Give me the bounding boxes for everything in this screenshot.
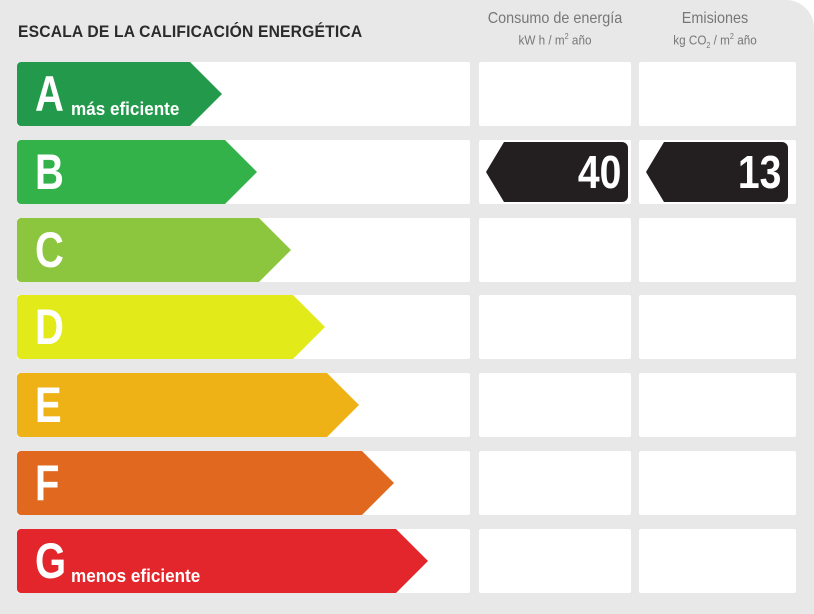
- emisiones-cell: [639, 218, 796, 282]
- consumo-cell: [479, 451, 631, 515]
- emisiones-cell: [639, 62, 796, 126]
- rating-arrow-d: D: [17, 295, 325, 359]
- rating-arrow-f: F: [17, 451, 394, 515]
- consumo-cell: [479, 295, 631, 359]
- rating-arrow-b: B: [17, 140, 257, 204]
- rating-arrow-c: C: [17, 218, 291, 282]
- consumo-cell: [479, 373, 631, 437]
- consumo-header: Consumo de energía kW h / m2 año: [475, 10, 635, 47]
- emisiones-value: 13: [737, 146, 782, 198]
- consumo-value-marker: 40: [486, 142, 628, 202]
- rating-letter: B: [35, 144, 64, 200]
- emisiones-unit: kg CO2 / m2 año: [673, 32, 757, 50]
- emisiones-cell: [639, 373, 796, 437]
- consumo-unit: kW h / m2 año: [518, 32, 592, 48]
- rating-letter: F: [35, 455, 60, 511]
- emisiones-cell: [639, 451, 796, 515]
- rating-letter: G: [35, 533, 67, 589]
- consumo-cell: [479, 62, 631, 126]
- emisiones-header: Emisiones kg CO2 / m2 año: [635, 10, 795, 50]
- rating-caption: más eficiente: [71, 99, 180, 119]
- rating-letter: D: [35, 299, 64, 355]
- emisiones-title: Emisiones: [681, 10, 749, 27]
- emisiones-cell: [639, 295, 796, 359]
- emisiones-cell: [639, 529, 796, 593]
- consumo-cell: [479, 529, 631, 593]
- rating-caption: menos eficiente: [71, 566, 201, 586]
- label-title: ESCALA DE LA CALIFICACIÓN ENERGÉTICA: [18, 22, 363, 41]
- rating-letter: E: [35, 377, 62, 433]
- consumo-cell: [479, 218, 631, 282]
- consumo-title: Consumo de energía: [487, 10, 623, 27]
- rating-letter: C: [35, 222, 64, 278]
- emisiones-value-marker: 13: [646, 142, 788, 202]
- rating-arrow-e: E: [17, 373, 359, 437]
- consumo-value: 40: [577, 146, 622, 198]
- rating-letter: A: [35, 66, 64, 122]
